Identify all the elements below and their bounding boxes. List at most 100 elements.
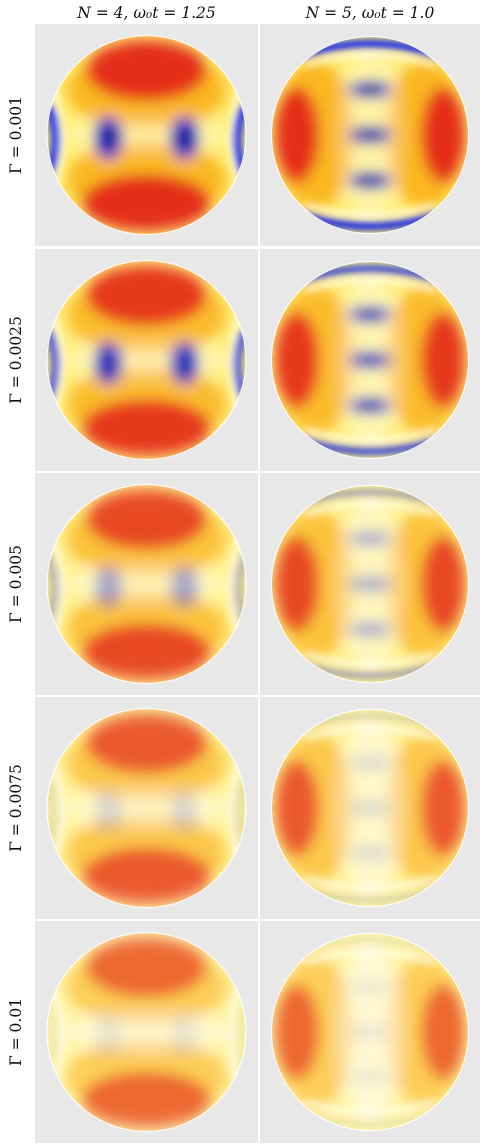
panel-c0-r1 [35,249,258,471]
deep-blue-bar-0 [356,84,384,95]
row-label-text: Γ = 0.0025 [7,316,25,404]
sphere-rim [46,931,247,1133]
wigner-sphere [270,708,470,908]
wigner-sphere [270,932,470,1132]
row-label-text: Γ = 0.005 [7,545,26,623]
wigner-sphere [46,707,247,909]
density-lobes [58,713,235,904]
sphere-rim [270,35,470,235]
white-band [58,344,235,376]
red-lobe-left [274,984,319,1080]
wigner-sphere [270,484,470,684]
density-lobes [274,268,466,452]
sphere [46,484,247,684]
sphere [46,932,247,1132]
blue-bar-1 [348,1024,392,1040]
sphere-rim [270,260,470,460]
deep-blue-right [176,350,193,376]
sphere-rim [46,483,247,685]
white-fringe-top [304,51,436,69]
blue-bar-1 [348,576,392,592]
blue-lobe-left [94,790,123,832]
sphere [270,35,470,235]
density-lobes [274,492,466,676]
density-lobes [58,40,235,231]
wigner-sphere [46,259,247,461]
red-lobe-left [274,760,319,856]
sphere [270,260,470,460]
density-lobes [58,265,235,456]
wigner-sphere [46,34,247,236]
row-label-gamma-001: Γ = 0.01 [0,921,32,1143]
panel-c0-r2 [35,473,258,695]
white-fringe-top [304,500,436,518]
panel-c0-r3 [35,697,258,919]
white-band [58,792,235,824]
red-lobe-top [86,40,207,100]
white-fringe-top [304,724,436,742]
wigner-sphere [270,35,470,235]
deep-blue-bar-0 [356,309,384,320]
sphere-rim [46,34,247,236]
density-lobes [58,937,235,1128]
column-title-n4: N = 4, ω₀t = 1.25 [77,4,216,22]
deep-blue-left [100,125,117,151]
row-label-text: Γ = 0.0075 [7,764,25,852]
sphere-rim [46,707,247,909]
panel-c1-r3 [260,697,480,919]
row-label-text: Γ = 0.001 [7,96,26,174]
red-lobe-top [86,265,207,325]
panel-c0-r0 [35,24,258,246]
blue-lobe-left [94,566,123,608]
white-fringe-bottom [304,874,436,892]
sphere [270,708,470,908]
density-lobes [274,43,466,227]
white-band [58,119,235,151]
column-title-n5: N = 5, ω₀t = 1.0 [305,4,435,22]
red-lobe-left [274,312,319,408]
panel-c1-r4 [260,921,480,1143]
wigner-sphere [270,260,470,460]
blue-lobe-right [170,1014,199,1056]
density-lobes [274,716,466,900]
red-lobe-bottom [82,624,211,680]
red-lobe-bottom [82,175,211,231]
row-label-gamma-00025: Γ = 0.0025 [0,249,32,471]
blue-bar-1 [348,800,392,816]
red-lobe-bottom [82,400,211,456]
blue-lobe-right [170,790,199,832]
red-lobe-bottom [82,848,211,904]
blue-bar-2 [348,1069,392,1086]
panel-c0-r4 [35,921,258,1143]
panel-c1-r0 [260,24,480,246]
sphere-rim [270,484,470,684]
white-band [58,1016,235,1048]
red-lobe-top [86,713,207,773]
row-label-text: Γ = 0.01 [7,997,26,1067]
red-lobe-right [421,760,466,856]
red-lobe-bottom [82,1072,211,1128]
red-lobe-left [274,536,319,632]
red-lobe-right [421,984,466,1080]
deep-blue-bar-1 [356,355,384,365]
sphere [46,260,247,460]
row-label-gamma-00075: Γ = 0.0075 [0,697,32,919]
red-lobe-right [421,312,466,408]
blue-bar-0 [348,530,392,547]
red-lobe-right [421,536,466,632]
white-band [58,568,235,600]
row-label-gamma-0001: Γ = 0.001 [0,24,32,246]
red-lobe-top [86,937,207,997]
sphere-rim [270,708,470,908]
deep-blue-bar-2 [356,400,384,411]
panel-c1-r2 [260,473,480,695]
blue-bar-2 [348,621,392,638]
blue-bar-0 [348,754,392,771]
deep-blue-bar-1 [356,130,384,140]
density-lobes [274,940,466,1124]
sphere [46,708,247,908]
white-fringe-bottom [304,650,436,668]
row-label-gamma-0005: Γ = 0.005 [0,473,32,695]
wigner-sphere [46,931,247,1133]
wigner-sphere [46,483,247,685]
